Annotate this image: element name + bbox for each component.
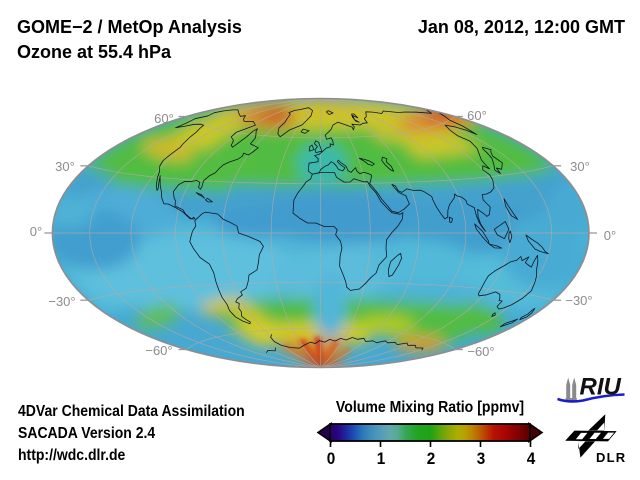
svg-text:0°: 0° (604, 228, 616, 243)
svg-text:30°: 30° (55, 159, 75, 174)
svg-text:−30°: −30° (565, 293, 592, 308)
svg-text:−60°: −60° (467, 344, 494, 359)
svg-text:60°: 60° (154, 111, 174, 126)
svg-text:RIU: RIU (580, 374, 622, 401)
svg-text:0°: 0° (30, 224, 42, 239)
svg-text:−30°: −30° (48, 294, 75, 309)
svg-text:60°: 60° (467, 108, 487, 123)
svg-text:30°: 30° (570, 159, 590, 174)
svg-text:−60°: −60° (145, 343, 172, 358)
